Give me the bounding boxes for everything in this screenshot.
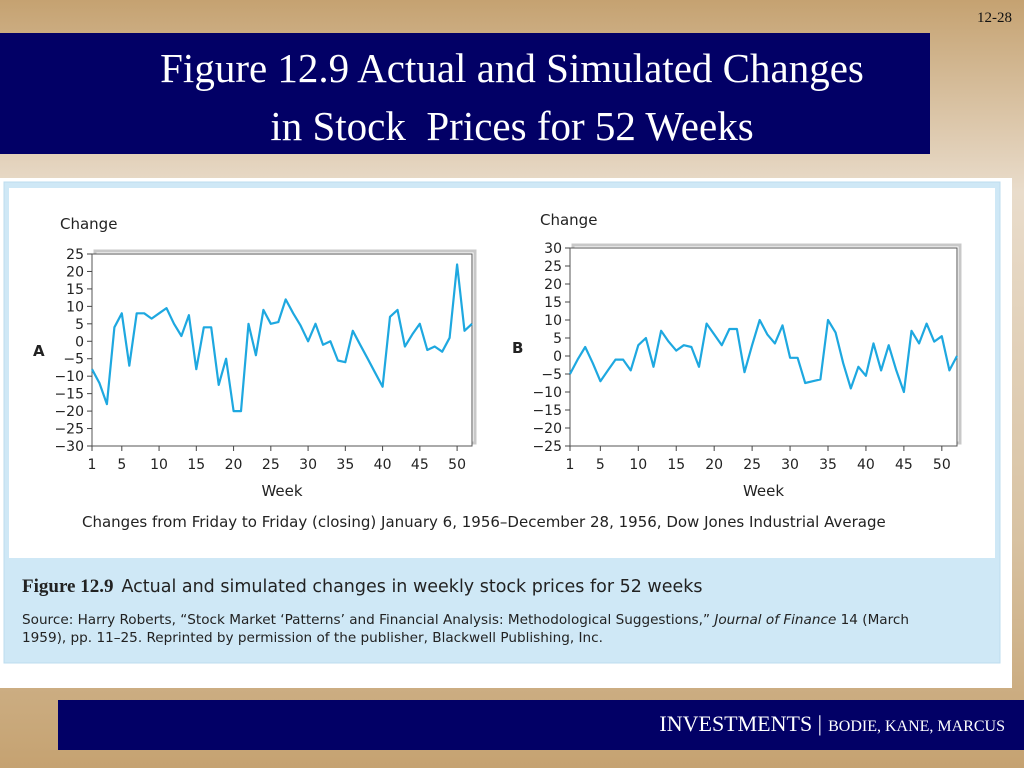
x-tick-label: 25 (743, 457, 761, 473)
x-tick-label: 35 (336, 457, 354, 473)
x-tick-label: 5 (117, 457, 126, 473)
x-tick-label: 1 (88, 457, 97, 473)
y-tick-label: −15 (54, 387, 84, 403)
data-line (91, 263, 473, 413)
y-tick-label: 20 (66, 264, 84, 280)
y-tick-label: −10 (54, 369, 84, 385)
source-journal: Journal of Finance (711, 612, 836, 628)
y-axis-label: Change (540, 211, 597, 229)
x-tick-label: 50 (933, 457, 951, 473)
data-line (569, 318, 958, 394)
x-tick-label: 10 (629, 457, 647, 473)
y-tick-label: 30 (544, 241, 562, 257)
y-tick-label: 10 (66, 299, 84, 315)
plot-frame (91, 253, 473, 447)
title-line: Figure 12.9 Actual and Simulated Changes (160, 45, 864, 91)
footer-bar (58, 700, 1024, 750)
x-tick-label: 30 (781, 457, 799, 473)
y-tick-label: 15 (544, 295, 562, 311)
title-box (0, 33, 930, 154)
y-tick-label: −25 (54, 422, 84, 438)
x-tick-label: 5 (596, 457, 605, 473)
x-tick-label: 1 (566, 457, 575, 473)
x-tick-label: 30 (299, 457, 317, 473)
caption-label: Figure 12.9 (22, 576, 113, 597)
footer: INVESTMENTS | BODIE, KANE, MARCUS (659, 711, 1005, 736)
y-tick-label: 5 (553, 331, 562, 347)
y-tick-label: −5 (541, 367, 562, 383)
x-tick-label: 45 (411, 457, 429, 473)
x-tick-label: 40 (374, 457, 392, 473)
x-tick-label: 15 (187, 457, 205, 473)
source-text: Source: Harry Roberts, “Stock Market ‘Pa… (22, 612, 714, 628)
page-number: 12-28 (977, 10, 1012, 26)
panel-label: B (512, 339, 523, 357)
y-tick-label: −10 (532, 385, 562, 401)
figure-caption: Figure 12.9 Actual and simulated changes … (22, 576, 703, 597)
source-line: 1959), pp. 11–25. Reprinted by permissio… (22, 630, 603, 646)
x-tick-label: 15 (667, 457, 685, 473)
footer-sub: BODIE, KANE, MARCUS (828, 718, 1005, 735)
y-tick-label: 0 (75, 334, 84, 350)
plot-frame (569, 247, 958, 447)
y-tick-label: 25 (66, 247, 84, 263)
x-tick-label: 25 (262, 457, 280, 473)
y-tick-label: 10 (544, 313, 562, 329)
panel-label: A (33, 342, 45, 360)
y-tick-label: 25 (544, 259, 562, 275)
source-line: Source: Harry Roberts, “Stock Market ‘Pa… (22, 612, 909, 628)
x-axis-label: Week (261, 482, 302, 500)
x-tick-label: 20 (225, 457, 243, 473)
y-tick-label: −30 (54, 439, 84, 455)
x-tick-label: 35 (819, 457, 837, 473)
title-line: in Stock Prices for 52 Weeks (270, 103, 753, 149)
source-text: 14 (March (836, 612, 909, 628)
x-tick-label: 50 (448, 457, 466, 473)
y-tick-label: 20 (544, 277, 562, 293)
x-tick-label: 45 (895, 457, 913, 473)
y-tick-label: −5 (63, 352, 84, 368)
y-tick-label: 0 (553, 349, 562, 365)
y-tick-label: −25 (532, 439, 562, 455)
y-tick-label: −15 (532, 403, 562, 419)
x-tick-label: 10 (150, 457, 168, 473)
y-axis-label: Change (60, 215, 117, 233)
figure-note: Changes from Friday to Friday (closing) … (82, 513, 886, 531)
y-tick-label: 5 (75, 317, 84, 333)
x-tick-label: 40 (857, 457, 875, 473)
y-tick-label: 15 (66, 282, 84, 298)
x-tick-label: 20 (705, 457, 723, 473)
y-tick-label: −20 (532, 421, 562, 437)
footer-main: INVESTMENTS | (659, 711, 822, 736)
y-tick-label: −20 (54, 404, 84, 420)
caption-text: Actual and simulated changes in weekly s… (121, 577, 702, 597)
x-axis-label: Week (743, 482, 784, 500)
